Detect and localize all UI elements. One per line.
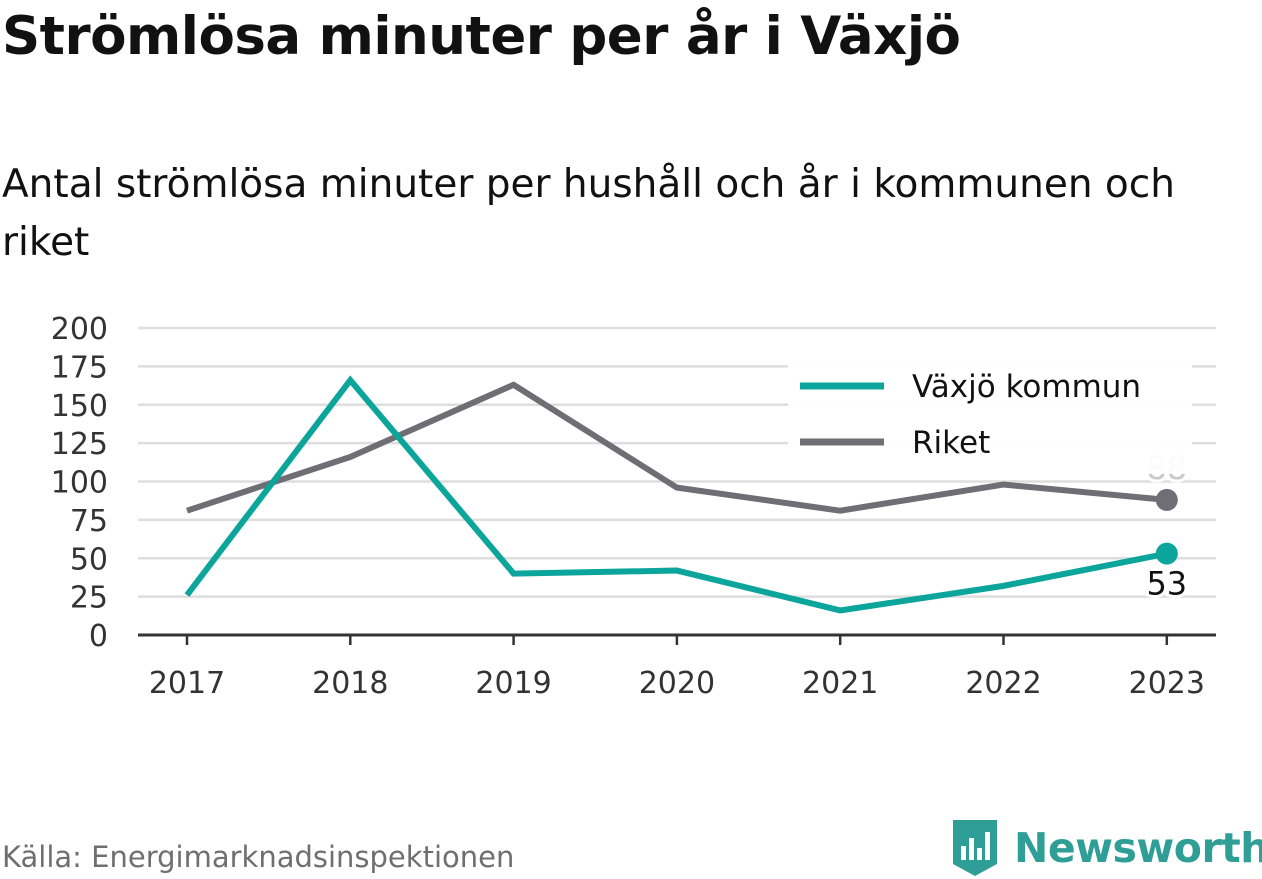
x-tick-label: 2022 (965, 666, 1041, 701)
brand-logo: Newsworthy (950, 818, 1262, 878)
x-tick-label: 2017 (149, 666, 225, 701)
x-tick-label: 2021 (802, 666, 878, 701)
x-tick-label: 2023 (1129, 666, 1205, 701)
legend-background (788, 362, 1192, 474)
brand-name: Newsworthy (1014, 824, 1262, 872)
x-axis: 2017 2018 2019 2020 2021 2022 2023 (138, 633, 1216, 701)
legend: Växjö kommun Riket (788, 362, 1192, 474)
x-tick-label: 2020 (639, 666, 715, 701)
y-tick-label: 150 (51, 389, 108, 424)
end-point-marker (1155, 542, 1178, 565)
gridlines (138, 326, 1216, 598)
y-tick-label: 100 (51, 466, 108, 501)
series-line (184, 375, 1168, 614)
source-note: Källa: Energimarknadsinspektionen (2, 840, 515, 874)
legend-label: Riket (912, 425, 990, 461)
series-line (186, 381, 1168, 514)
x-tick-label: 2018 (312, 666, 388, 701)
y-tick-label: 25 (70, 581, 108, 616)
legend-label: Växjö kommun (912, 369, 1141, 405)
y-tick-label: 125 (51, 427, 108, 462)
y-tick-label: 200 (51, 312, 108, 347)
y-tick-label: 175 (51, 350, 108, 385)
bar-chart-logo-icon (953, 820, 997, 876)
chart-subtitle: Antal strömlösa minuter per hushåll och … (2, 162, 1175, 265)
y-tick-label: 50 (70, 542, 108, 577)
end-point-marker (1155, 488, 1178, 511)
y-tick-label: 75 (70, 504, 108, 539)
end-label-vaxjo: 53 (1146, 565, 1187, 603)
y-tick-label: 0 (89, 619, 108, 654)
x-tick-label: 2019 (475, 666, 551, 701)
chart-title: Strömlösa minuter per år i Växjö (2, 6, 961, 67)
